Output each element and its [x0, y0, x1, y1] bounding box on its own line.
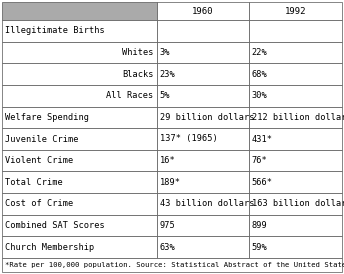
- Text: 189*: 189*: [160, 178, 181, 187]
- Text: 76*: 76*: [251, 156, 267, 165]
- Text: Church Membership: Church Membership: [5, 243, 94, 252]
- Text: 1992: 1992: [284, 7, 306, 16]
- Bar: [248, 107, 342, 128]
- Bar: [248, 2, 342, 20]
- Bar: [2, 42, 157, 63]
- Bar: [2, 128, 157, 150]
- Text: Welfare Spending: Welfare Spending: [5, 113, 89, 122]
- Text: 212 billion dollars: 212 billion dollars: [251, 113, 344, 122]
- Text: Cost of Crime: Cost of Crime: [5, 199, 73, 209]
- Text: Combined SAT Scores: Combined SAT Scores: [5, 221, 105, 230]
- Bar: [248, 63, 342, 85]
- Text: Total Crime: Total Crime: [5, 178, 63, 187]
- Bar: [157, 193, 248, 215]
- Text: 23%: 23%: [160, 70, 175, 79]
- Text: 566*: 566*: [251, 178, 272, 187]
- Text: 22%: 22%: [251, 48, 267, 57]
- Text: 137* (1965): 137* (1965): [160, 135, 217, 144]
- Text: Blacks: Blacks: [122, 70, 154, 79]
- Text: 30%: 30%: [251, 91, 267, 100]
- Bar: [248, 193, 342, 215]
- Bar: [2, 193, 157, 215]
- Bar: [2, 20, 157, 42]
- Bar: [248, 172, 342, 193]
- Text: 431*: 431*: [251, 135, 272, 144]
- Text: 899: 899: [251, 221, 267, 230]
- Bar: [157, 63, 248, 85]
- Bar: [2, 107, 157, 128]
- Bar: [2, 215, 157, 236]
- Text: 43 billion dollars: 43 billion dollars: [160, 199, 254, 209]
- Bar: [157, 128, 248, 150]
- Text: 1960: 1960: [192, 7, 213, 16]
- Text: 68%: 68%: [251, 70, 267, 79]
- Text: 163 billion dollars: 163 billion dollars: [251, 199, 344, 209]
- Bar: [2, 150, 157, 172]
- Bar: [157, 172, 248, 193]
- Text: Whites: Whites: [122, 48, 154, 57]
- Bar: [2, 236, 157, 258]
- Bar: [248, 128, 342, 150]
- Text: *Rate per 100,000 population. Source: Statistical Abstract of the United States: *Rate per 100,000 population. Source: St…: [5, 262, 344, 268]
- Bar: [157, 20, 248, 42]
- Bar: [248, 215, 342, 236]
- Text: 3%: 3%: [160, 48, 170, 57]
- Text: 16*: 16*: [160, 156, 175, 165]
- Text: Illegitimate Births: Illegitimate Births: [5, 26, 105, 35]
- Bar: [157, 107, 248, 128]
- Bar: [157, 215, 248, 236]
- Text: Juvenile Crime: Juvenile Crime: [5, 135, 78, 144]
- Bar: [2, 85, 157, 107]
- Text: 59%: 59%: [251, 243, 267, 252]
- Text: 63%: 63%: [160, 243, 175, 252]
- Bar: [2, 63, 157, 85]
- Bar: [248, 85, 342, 107]
- Bar: [157, 42, 248, 63]
- Bar: [2, 258, 342, 272]
- Bar: [248, 20, 342, 42]
- Bar: [2, 2, 157, 20]
- Bar: [157, 2, 248, 20]
- Bar: [157, 85, 248, 107]
- Text: 975: 975: [160, 221, 175, 230]
- Text: 29 billion dollars: 29 billion dollars: [160, 113, 254, 122]
- Bar: [2, 172, 157, 193]
- Text: All Races: All Races: [106, 91, 154, 100]
- Bar: [248, 150, 342, 172]
- Text: 5%: 5%: [160, 91, 170, 100]
- Bar: [248, 236, 342, 258]
- Text: Violent Crime: Violent Crime: [5, 156, 73, 165]
- Bar: [248, 42, 342, 63]
- Bar: [157, 236, 248, 258]
- Bar: [157, 150, 248, 172]
